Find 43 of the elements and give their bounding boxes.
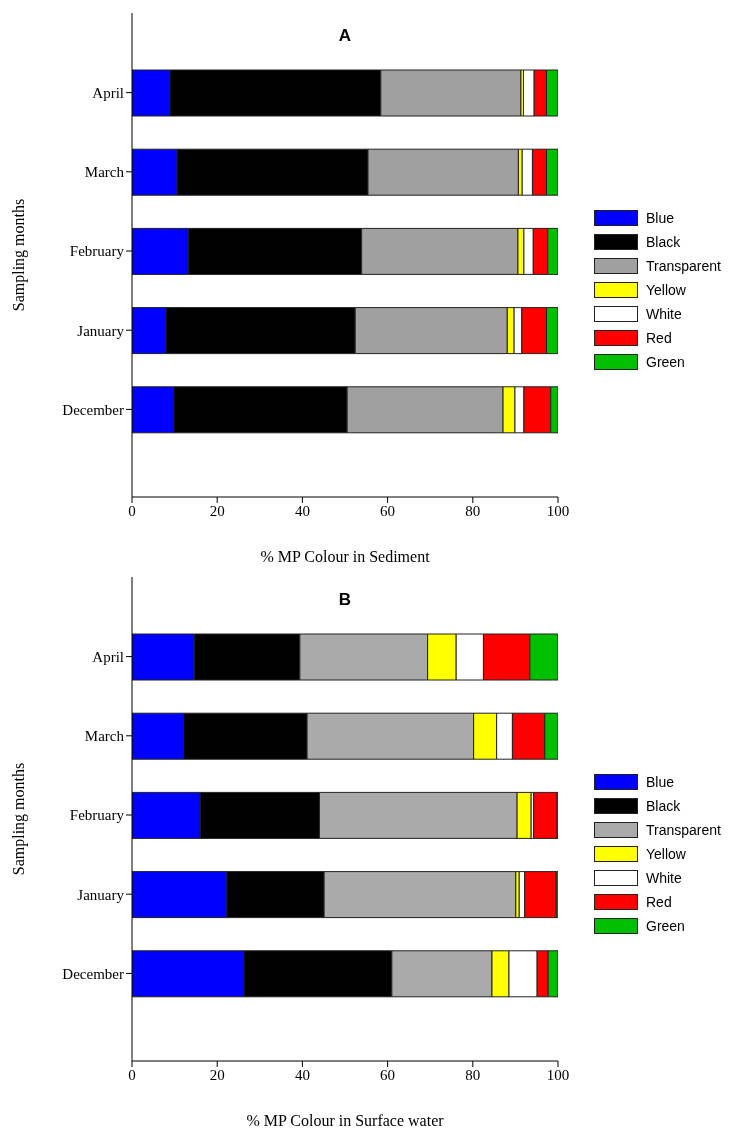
legend-label: Blue [646,210,675,226]
legend-label: Black [646,234,681,250]
y-tick-label: January [77,886,125,903]
x-tick-label: 100 [546,1066,570,1083]
legend-label: Green [646,354,685,370]
legend-label: Transparent [646,258,721,274]
x-tick-label: 100 [546,502,570,519]
legend-label: Yellow [646,846,686,862]
x-axis-title: % MP Colour in Surface water [246,1112,445,1129]
legend-label: Green [646,918,685,934]
y-tick-label: March [84,728,125,745]
x-tick-label: 20 [209,1066,225,1083]
text: A [337,26,353,46]
y-tick-label: February [69,243,125,260]
x-tick-label: 80 [465,1066,481,1083]
x-tick-label: 60 [380,1066,396,1083]
y-axis-title: Sampling months [9,198,28,312]
legend-label: Yellow [646,282,686,298]
y-tick-label: April [92,648,124,665]
y-tick-label: February [69,807,125,824]
y-tick-label: December [62,965,124,982]
legend-label: Red [646,330,672,346]
x-tick-label: 20 [209,502,225,519]
x-tick-label: 80 [465,502,481,519]
legend-label: Red [646,894,672,910]
x-tick-label: 60 [380,502,396,519]
y-tick-label: December [62,401,124,418]
y-tick-label: March [84,164,125,181]
legend-label: Transparent [646,822,721,838]
x-tick-label: 40 [294,1066,310,1083]
y-tick-label: April [92,84,124,101]
y-tick-label: January [77,322,125,339]
x-tick-label: 0 [128,1066,136,1083]
text: B [337,590,353,610]
x-tick-label: 0 [128,502,136,519]
legend-label: White [646,306,682,322]
y-axis-title: Sampling months [9,762,28,876]
bar [533,791,558,839]
legend-label: White [646,870,682,886]
x-axis-title: % MP Colour in Sediment [260,548,431,565]
x-tick-label: 40 [294,502,310,519]
legend-label: Blue [646,774,675,790]
legend-label: Black [646,798,681,814]
